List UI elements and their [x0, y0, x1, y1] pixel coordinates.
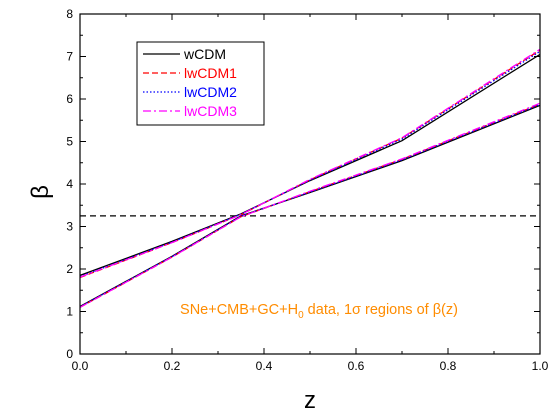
y-tick-label: 5 [66, 135, 73, 149]
legend-label: wCDM [183, 46, 226, 62]
x-tick-label: 0.6 [348, 359, 365, 373]
y-tick-label: 2 [66, 262, 73, 276]
legend-label: lwCDM1 [184, 65, 237, 81]
series-layer [79, 48, 541, 308]
lwCDM3-lower-bound [79, 102, 541, 308]
x-tick-label: 0.2 [164, 359, 181, 373]
wCDM-lower-bound [79, 104, 541, 307]
x-tick-label: 1.0 [532, 359, 549, 373]
x-tick-label: 0.8 [440, 359, 457, 373]
y-tick-label: 7 [66, 50, 73, 64]
lwCDM3-upper-bound [79, 48, 541, 278]
legend-label: lwCDM3 [184, 103, 237, 119]
lwCDM1-lower-bound [79, 103, 541, 308]
y-tick-label: 3 [66, 220, 73, 234]
legend-items: wCDM lwCDM1 lwCDM2 lwCDM3 [143, 46, 237, 119]
legend-label: lwCDM2 [184, 84, 237, 100]
lwCDM2-lower-bound [79, 103, 541, 308]
y-axis-label: β [27, 185, 54, 199]
y-tick-label: 0 [66, 347, 73, 361]
y-tick-label: 1 [66, 305, 73, 319]
x-tick-label: 0.0 [72, 359, 89, 373]
y-tick-label: 8 [66, 7, 73, 21]
annotation-subscript: 0 [298, 310, 304, 321]
annotation-prefix: SNe+CMB+GC+H [180, 302, 298, 318]
y-tick-label: 4 [66, 177, 73, 191]
annotation-suffix: data, 1σ regions of β(z) [304, 302, 458, 318]
legend: wCDM lwCDM1 lwCDM2 lwCDM3 [136, 41, 265, 126]
x-axis-label: z [304, 387, 316, 413]
legend-box [136, 41, 265, 126]
x-tick-label: 0.4 [256, 359, 273, 373]
annotation: SNe+CMB+GC+H0 data, 1σ regions of β(z) [180, 302, 458, 321]
y-tick-label: 6 [66, 92, 73, 106]
axis-ticks: 0.0 0.2 0.4 0.6 0.8 1.0 0 1 2 3 4 5 6 7 8 [66, 7, 548, 373]
